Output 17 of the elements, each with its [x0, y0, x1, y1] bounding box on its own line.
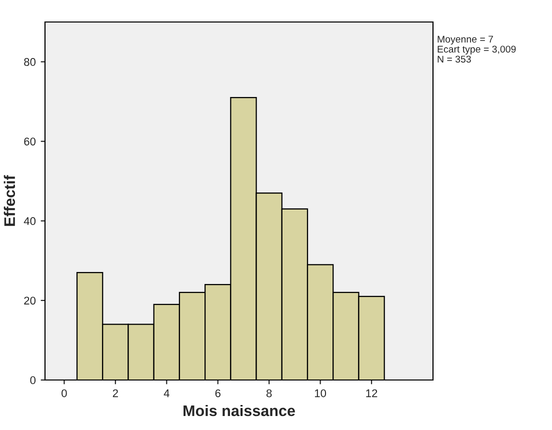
x-axis-title: Mois naissance: [184, 404, 295, 416]
text: N = 353: [438, 56, 471, 63]
x-tick-label: 6: [215, 389, 220, 398]
x-tick-label: 10: [314, 389, 326, 398]
y-tick-label: 40: [24, 217, 36, 226]
text: Moyenne = 7: [438, 36, 493, 45]
x-tick-label: 12: [366, 389, 378, 398]
x-tick-label: 2: [112, 389, 118, 398]
y-tick-label: 60: [24, 138, 36, 146]
x-tick-label: 8: [266, 389, 272, 398]
x-tick-label: 0: [62, 389, 67, 398]
x-tick-label: 4: [164, 389, 170, 398]
y-tick-label: 0: [30, 376, 36, 384]
y-tick-label: 20: [24, 296, 36, 305]
text: Ecart type = 3,009: [438, 46, 516, 55]
y-axis-title: Effectif: [4, 175, 16, 226]
y-tick-label: 80: [24, 58, 36, 66]
